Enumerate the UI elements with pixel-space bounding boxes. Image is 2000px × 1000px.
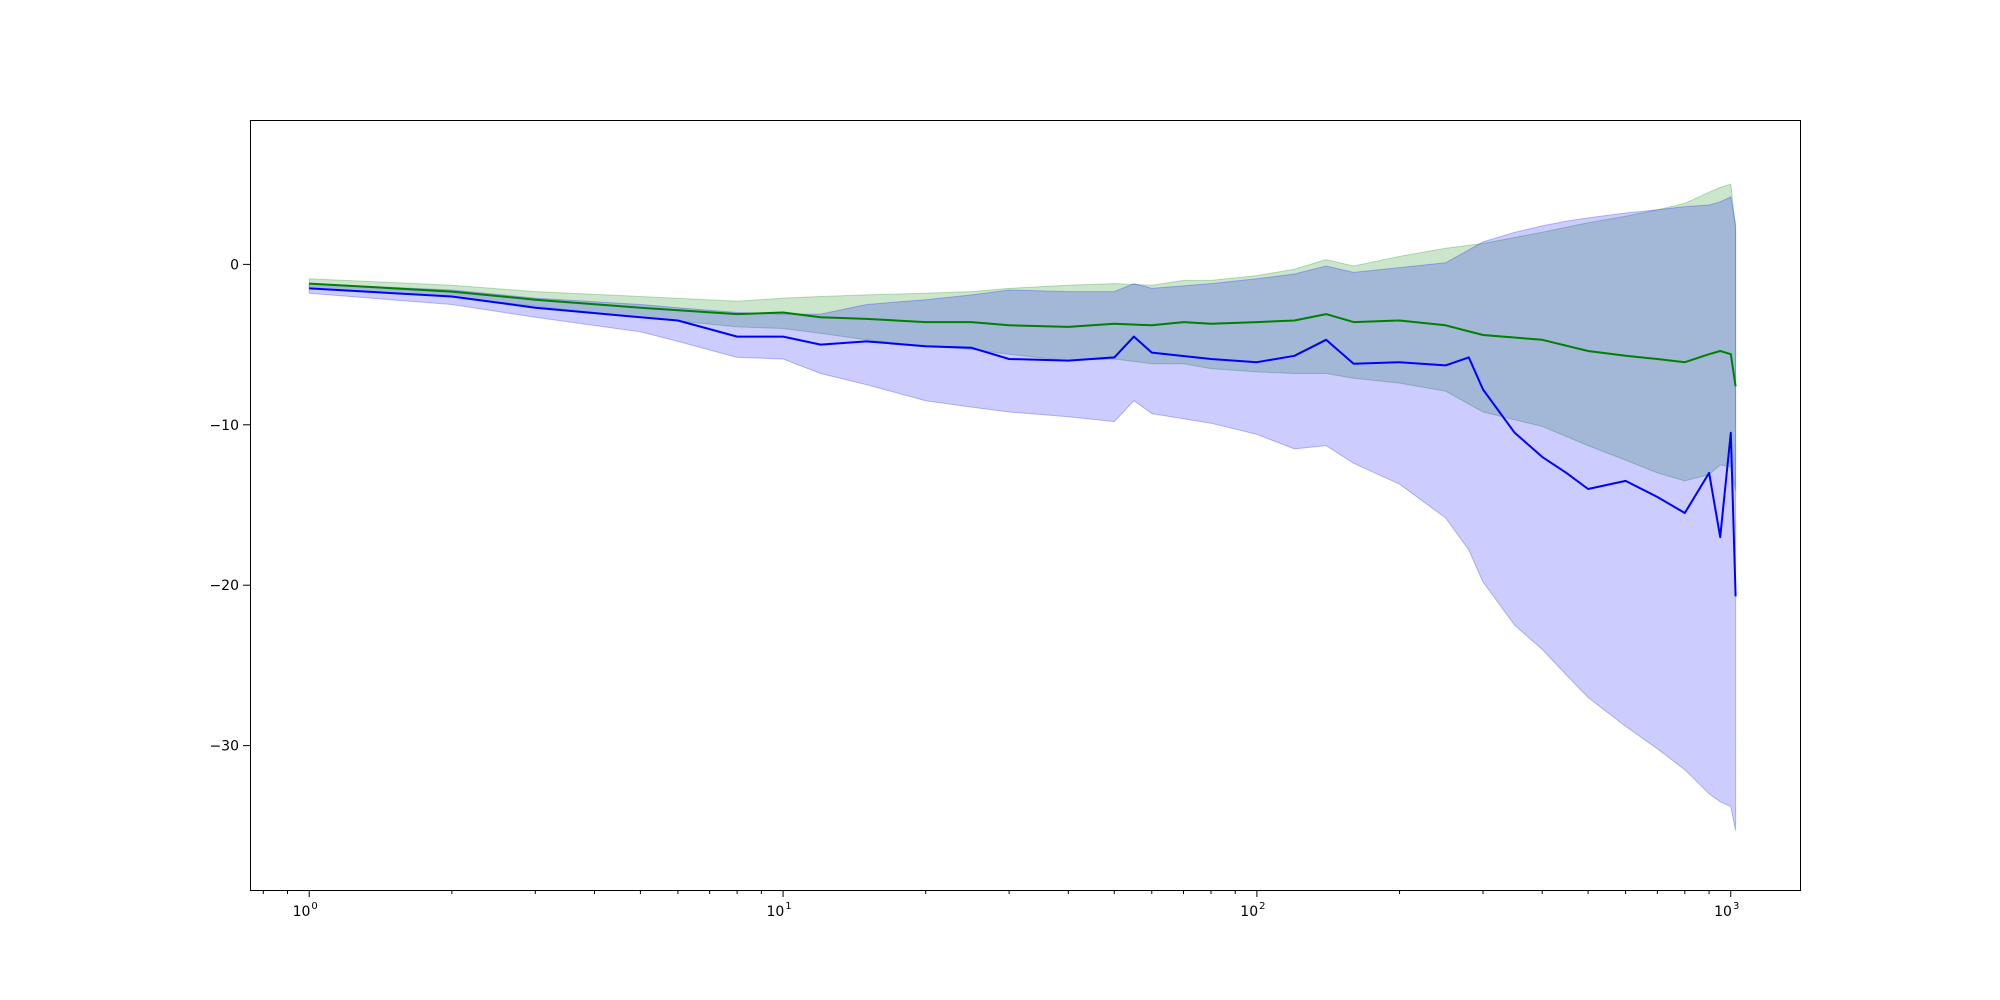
confidence-bands [308, 183, 1737, 831]
axes-frame [250, 120, 1801, 891]
series-1-band [308, 183, 1737, 491]
y-tick-label: −30 [209, 739, 239, 755]
y-tick-label: 0 [230, 257, 239, 273]
y-axis: 0 −10 −20 −30 [209, 257, 250, 755]
y-tick-label: −10 [209, 418, 239, 434]
series-1-mean-line [309, 282, 1737, 387]
y-tick-label: −20 [209, 578, 239, 594]
series-2-band [308, 196, 1737, 831]
mean-lines [309, 282, 1737, 597]
series-2-mean-line [309, 287, 1737, 597]
